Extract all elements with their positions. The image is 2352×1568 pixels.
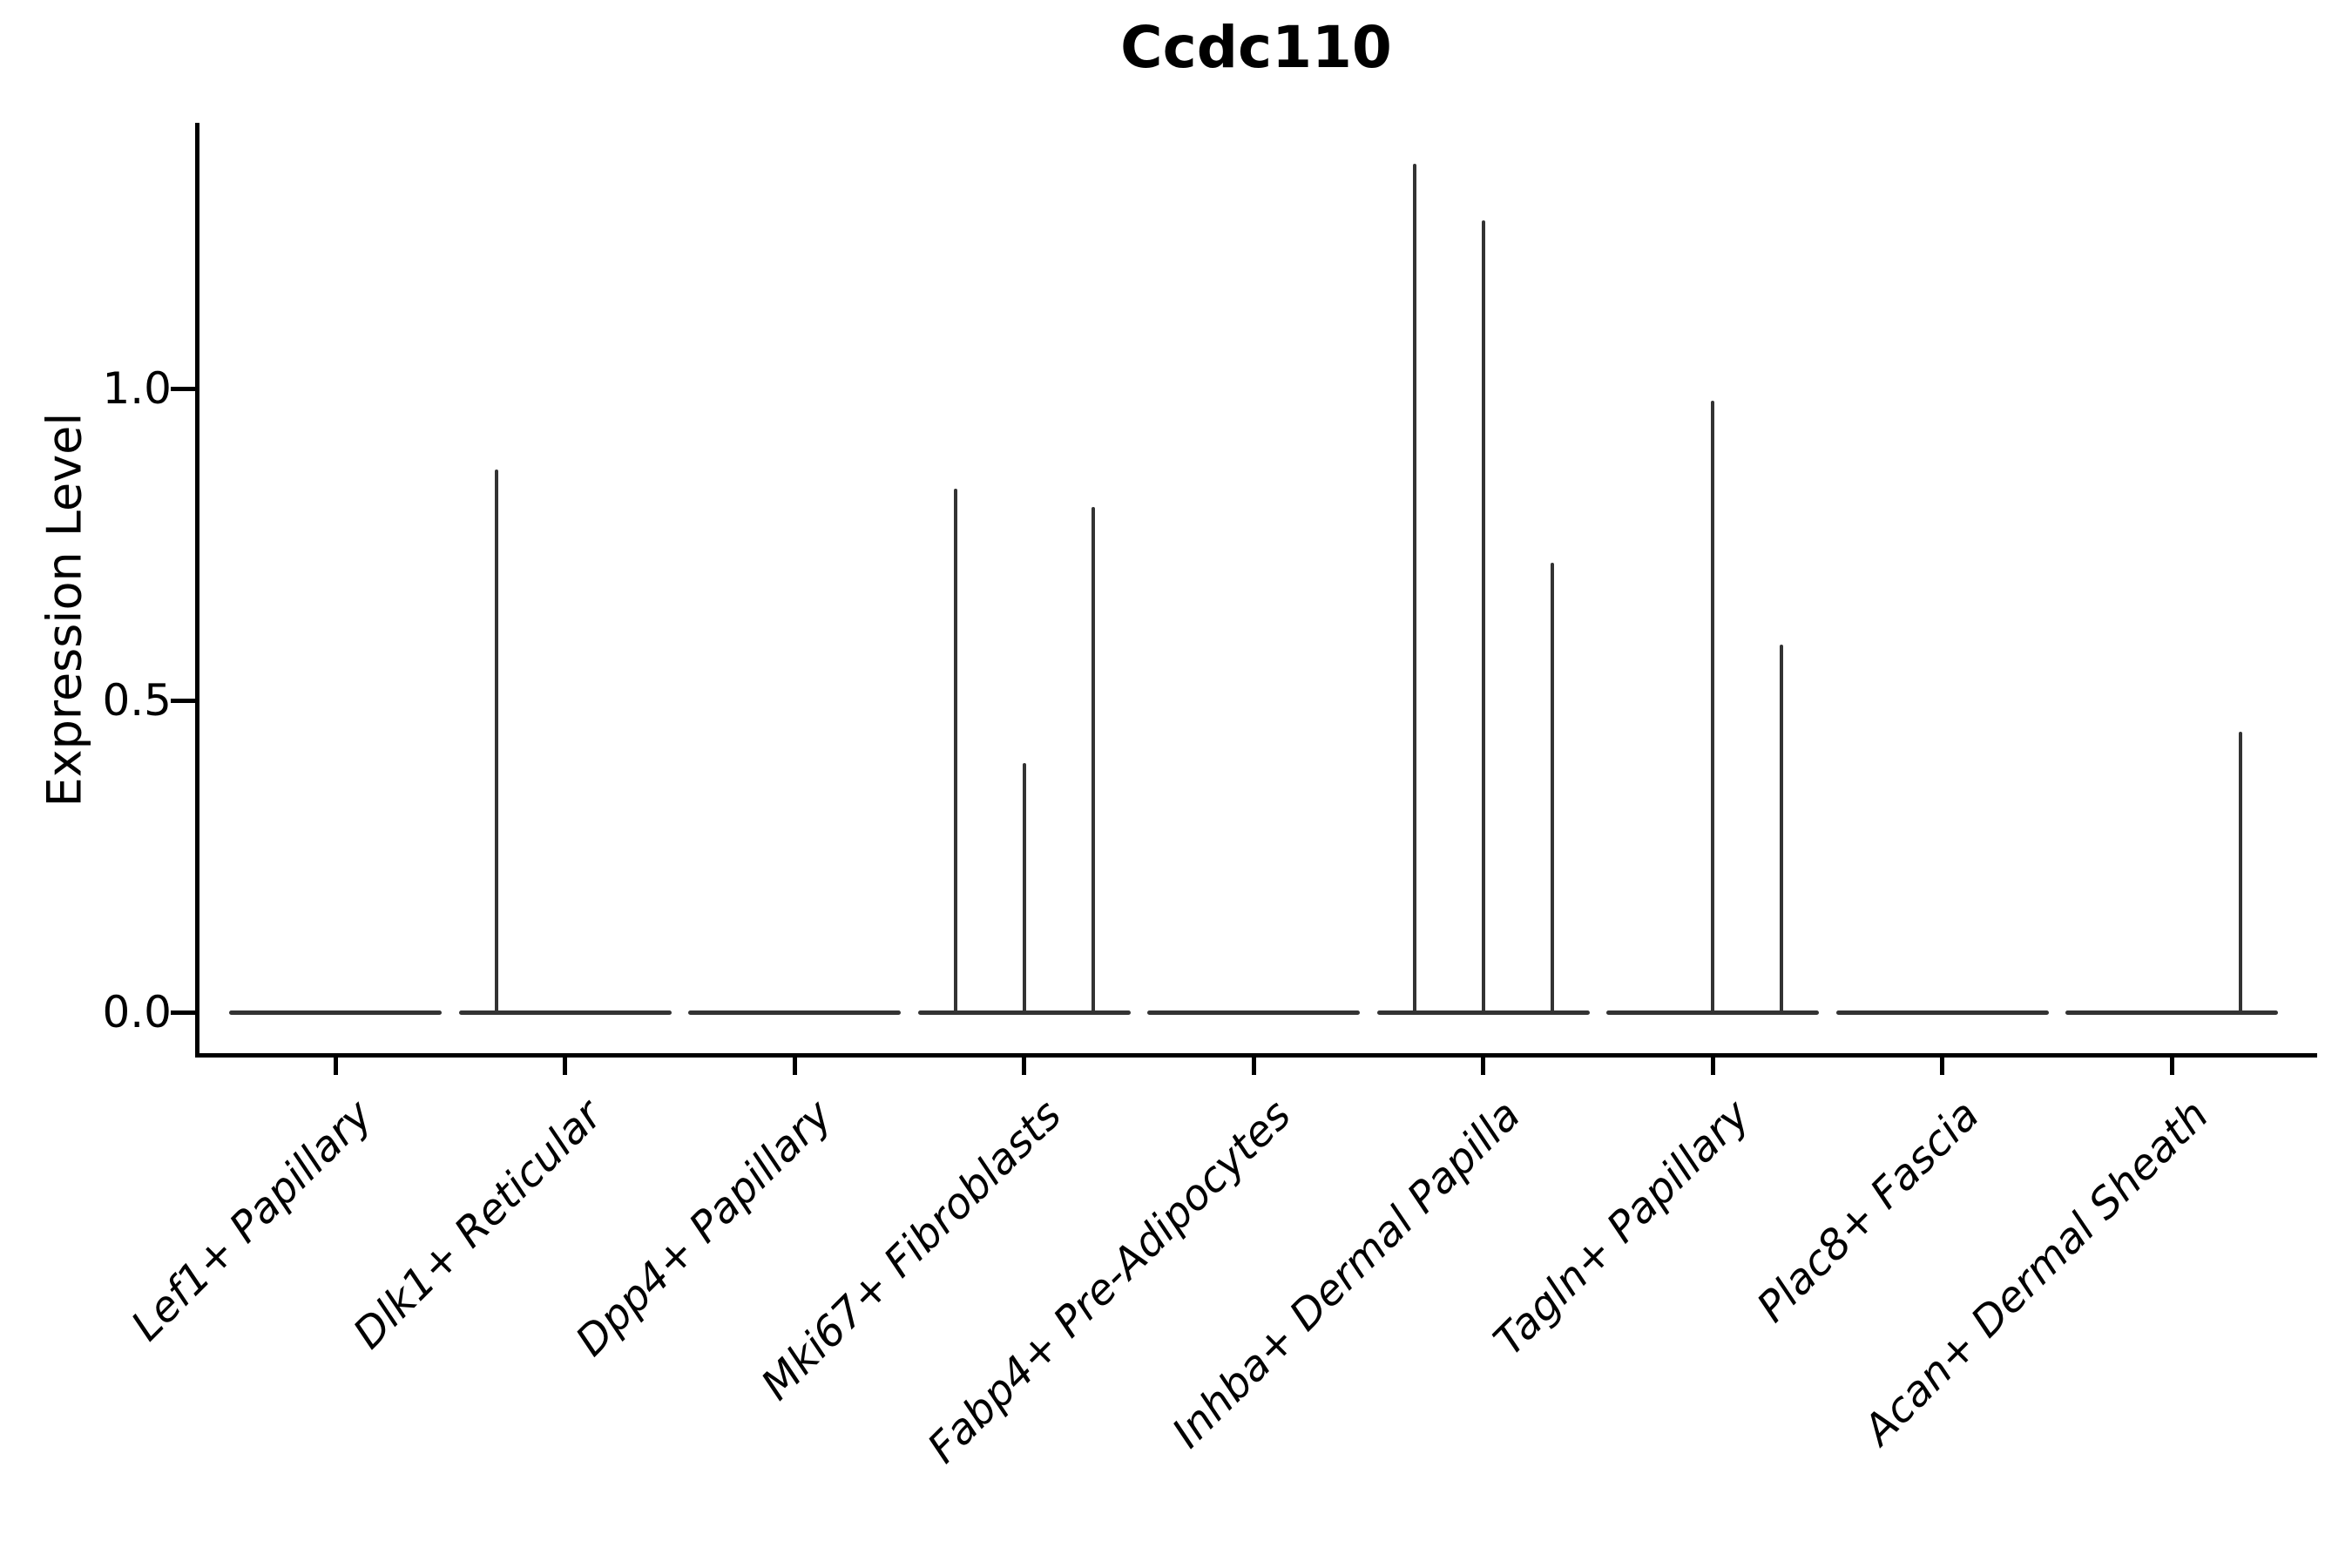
violin-spike [1711,401,1714,1012]
x-axis-tick [1251,1056,1256,1075]
x-axis-tick [792,1056,797,1075]
y-axis-tick [171,1010,195,1015]
violin-spike [2239,731,2242,1012]
violin-baseline [688,1010,901,1015]
violin-spike [1412,164,1416,1012]
violin-baseline [1376,1010,1590,1015]
x-axis-tick [333,1056,338,1075]
y-tick-label: 1.0 [102,363,172,414]
x-tick-label: Tagln+ Papillary [1484,1091,1760,1366]
x-axis-tick [1940,1056,1944,1075]
x-axis-tick [1710,1056,1715,1075]
violin-baseline [1835,1010,2049,1015]
chart-title: Ccdc110 [1120,14,1392,81]
violin-spike [1022,762,1026,1012]
violin-spike [1550,563,1554,1012]
y-tick-label: 0.0 [102,987,172,1037]
violin-spike [494,470,498,1012]
x-tick-label: Dlk1+ Reticular [343,1091,612,1359]
violin-baseline [229,1010,442,1015]
y-tick-label: 0.5 [102,675,172,726]
x-axis-tick [1022,1056,1026,1075]
x-tick-label: Plac8+ Fascia [1747,1091,1990,1332]
x-tick-label: Lef1+ Papillary [122,1091,382,1351]
violin-spike [953,488,957,1012]
y-axis-spine [195,123,199,1058]
violin-baseline [458,1010,672,1015]
violin-baseline [1147,1010,1360,1015]
violin-baseline [1606,1010,1819,1015]
x-axis-spine [195,1053,2317,1058]
violin-spike [1481,220,1485,1012]
violin-spike [1091,507,1095,1012]
violin-baseline [917,1010,1131,1015]
violin-spike [1780,644,1783,1012]
violin-baseline [2065,1010,2278,1015]
y-axis-label: Expression Level [37,412,92,808]
y-axis-tick [171,386,195,391]
x-tick-label: Fabp4+ Pre-Adipocytes [918,1091,1301,1473]
x-axis-tick [563,1056,567,1075]
x-axis-tick [2169,1056,2174,1075]
x-axis-tick [1481,1056,1485,1075]
x-tick-label: Dpp4+ Papillary [566,1091,841,1366]
y-axis-tick [171,698,195,703]
